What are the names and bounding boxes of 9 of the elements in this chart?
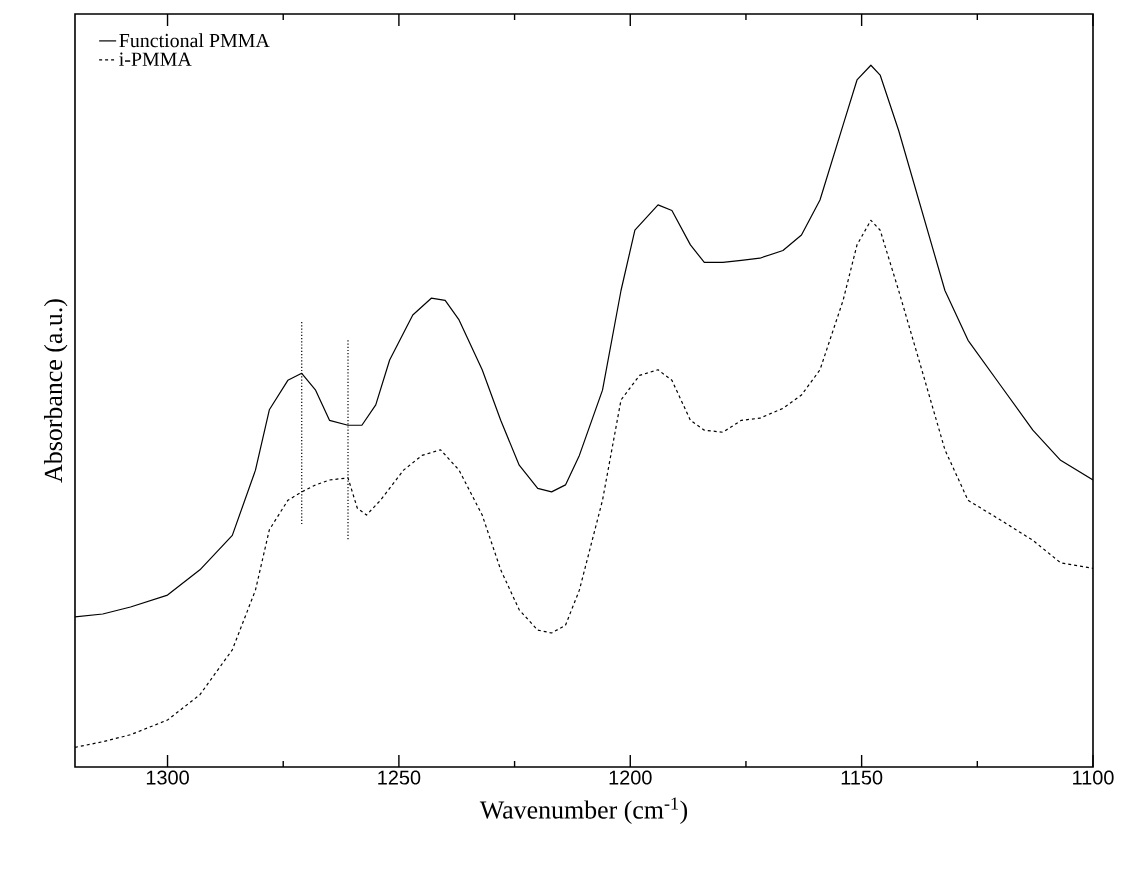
x-tick-label: 1250 (378, 770, 421, 785)
x-tick-label: 1150 (841, 770, 883, 785)
x-tick-label: 1200 (609, 770, 652, 785)
y-axis-title: Absorbance (a.u.) (43, 299, 68, 483)
x-tick-label: 1100 (1073, 770, 1114, 785)
x-axis-title: Wavenumber (cm$^{-1}$) (479, 797, 688, 824)
legend-label: Functional PMMA (119, 33, 270, 48)
x-tick-label: 1300 (146, 770, 189, 785)
legend-label: i-PMMA (119, 52, 192, 66)
